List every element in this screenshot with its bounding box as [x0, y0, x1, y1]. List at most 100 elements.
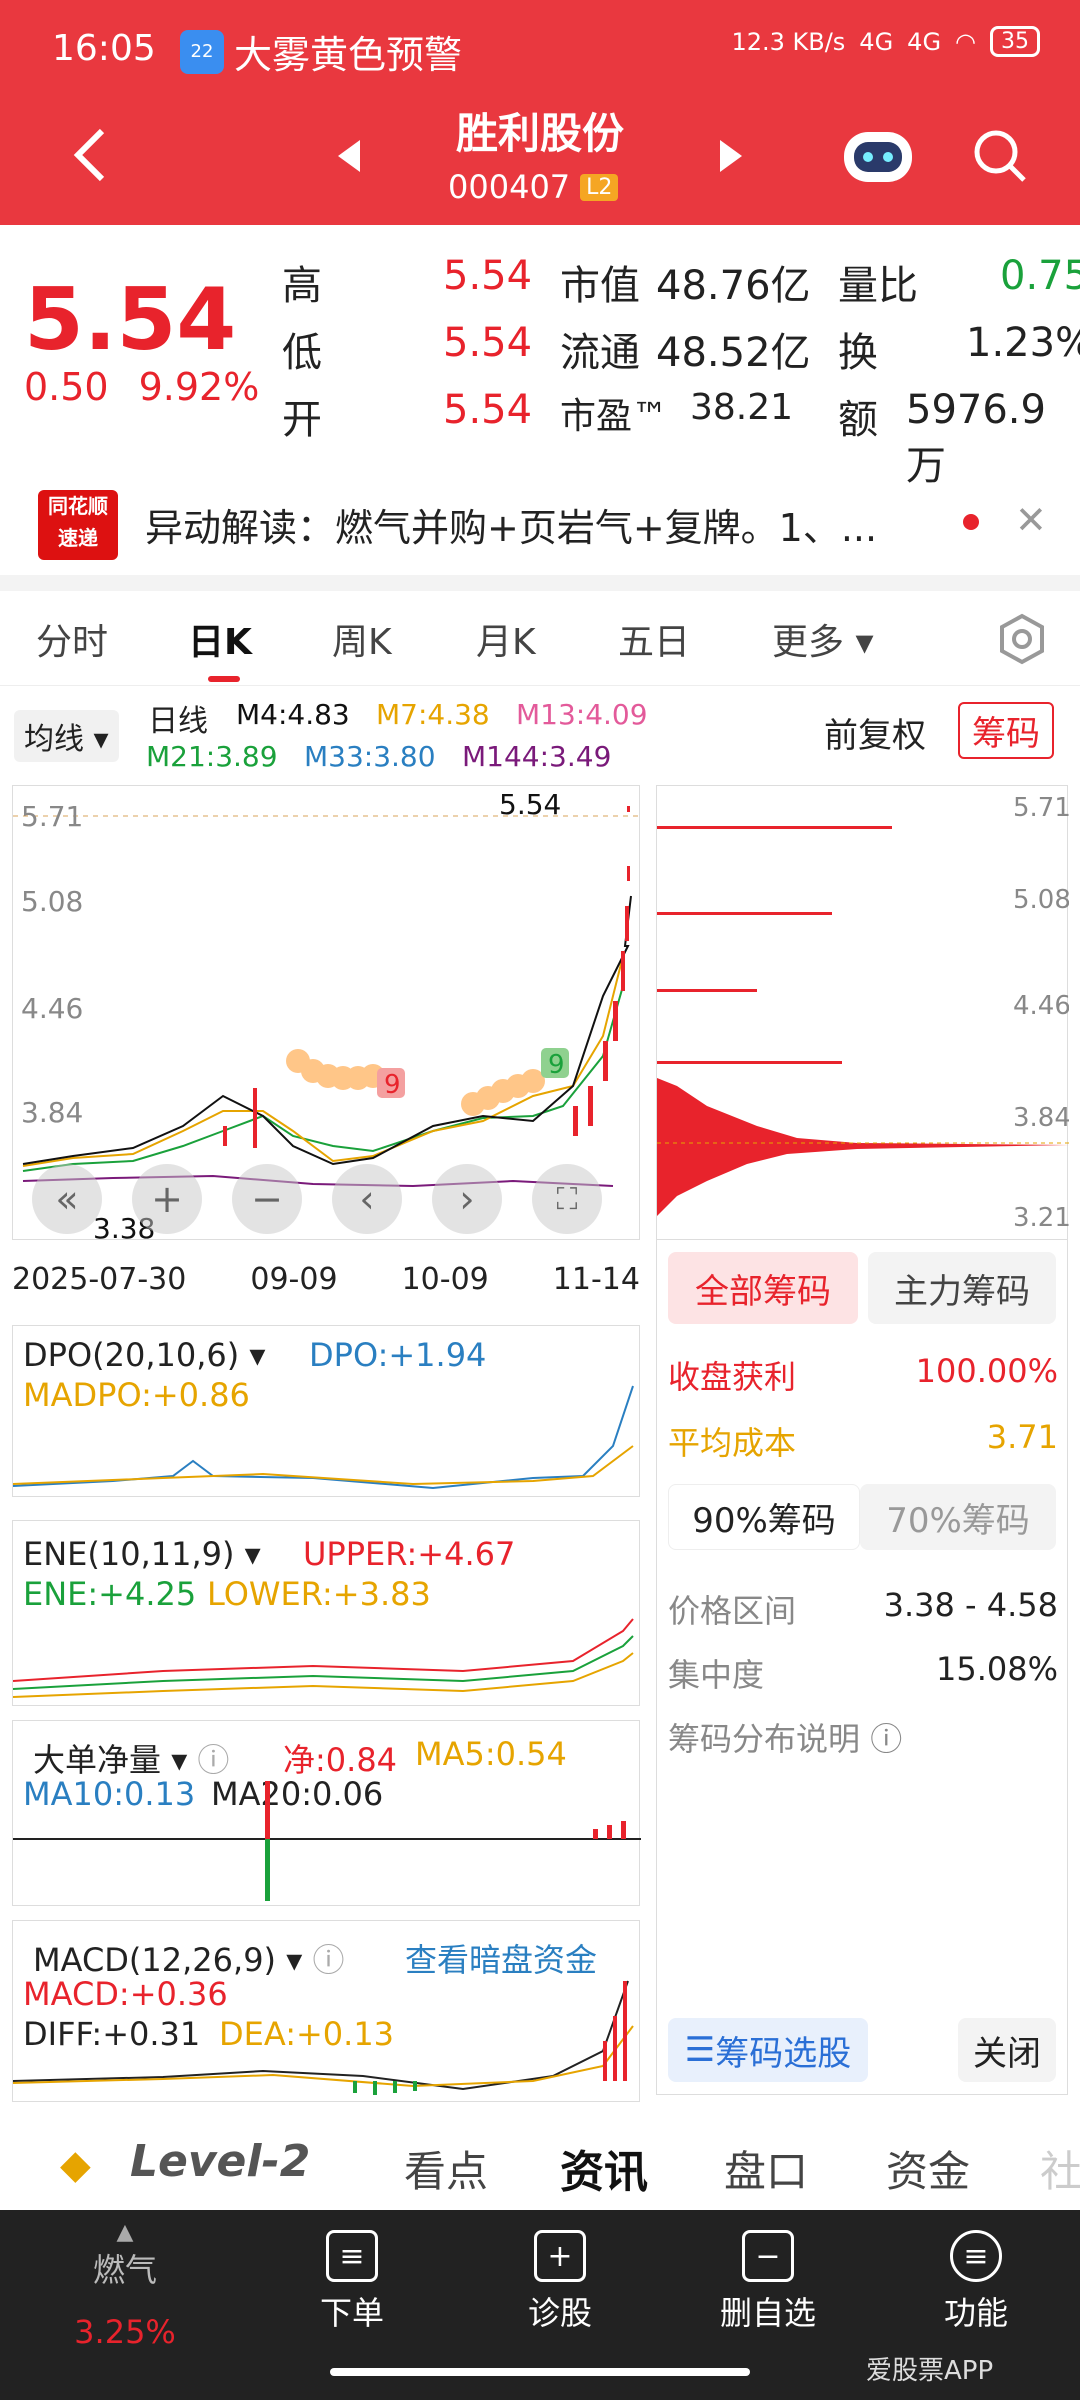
tab-monthly[interactable]: 月K [476, 622, 536, 663]
dpo-select[interactable]: DPO(20,10,6) ▾ [23, 1336, 266, 1374]
range-value: 3.38 - 4.58 [883, 1586, 1058, 1624]
tab-community[interactable]: 社 [1040, 2147, 1080, 2196]
kline-chart[interactable]: 5.71 5.08 4.46 3.84 5.54 3.38 9 9 « + − … [12, 785, 641, 1245]
ma-select[interactable]: 均线 ▾ [14, 710, 119, 762]
robot-icon[interactable] [838, 124, 918, 188]
float-value: 48.52亿 [656, 330, 811, 376]
tab-level2[interactable]: Level-2 [130, 2136, 311, 2187]
bigorder-select[interactable]: 大单净量 ▾ ⓘ [33, 1741, 230, 1779]
weather-alert-text: 大雾黄色预警 [234, 33, 463, 77]
diagnose-button[interactable]: + 诊股 [480, 2230, 640, 2334]
ma144: M144:3.49 [462, 740, 612, 773]
madpo-value: MADPO:+0.86 [23, 1376, 250, 1414]
chip-panel-border [656, 1240, 1068, 2095]
signal-icon-2: 4G [907, 27, 942, 56]
stock-name: 胜利股份 [455, 109, 624, 158]
macd-select[interactable]: MACD(12,26,9) ▾ ⓘ [33, 1941, 345, 1979]
tab-funds[interactable]: 资金 [886, 2147, 971, 2196]
tab-more-label: 更多 [772, 622, 845, 663]
tab-timeshare[interactable]: 分时 [36, 622, 109, 663]
mktcap-label: 市值 [560, 263, 640, 309]
chip-pick-label: 筹码选股 [715, 2033, 852, 2074]
avgcost-label: 平均成本 [668, 1424, 797, 1462]
level2-badge: L2 [580, 173, 619, 201]
tab-indicator [208, 676, 240, 682]
pan-left-icon[interactable]: ‹ [332, 1164, 402, 1234]
prev-stock-icon[interactable] [338, 140, 360, 172]
zoom-out-icon[interactable]: − [232, 1164, 302, 1234]
chip-button[interactable]: 筹码 [958, 702, 1054, 759]
tab-fiveday[interactable]: 五日 [618, 622, 691, 663]
macd-title: MACD(12,26,9) [33, 1941, 277, 1979]
close-button[interactable]: 关闭 [958, 2018, 1056, 2082]
p70-tab[interactable]: 70%筹码 [860, 1484, 1056, 1550]
sector-button[interactable]: ▲ 燃气 3.25% [40, 2220, 210, 2351]
function-label: 功能 [943, 2294, 1008, 2332]
search-icon[interactable] [970, 126, 1030, 186]
back-icon[interactable] [70, 125, 110, 185]
chip-help-link[interactable]: 筹码分布说明 ⓘ [668, 1720, 903, 1758]
ene-panel[interactable]: ENE(10,11,9) ▾ UPPER:+4.67 ENE:+4.25 LOW… [12, 1520, 640, 1706]
open-value: 5.54 [443, 387, 533, 433]
high-label: 高 [282, 263, 322, 309]
dpo-panel[interactable]: DPO(20,10,6) ▾ DPO:+1.94 MADPO:+0.86 [12, 1325, 640, 1497]
change-amount: 0.50 [24, 365, 109, 409]
status-time: 16:05 [52, 28, 156, 69]
tab-news[interactable]: 资讯 [560, 2147, 648, 2198]
macd-panel[interactable]: MACD(12,26,9) ▾ ⓘ 查看暗盘资金 MACD:+0.36 DIFF… [12, 1920, 640, 2102]
weather-alert[interactable]: 22 大雾黄色预警 [180, 24, 462, 79]
bigorder-bars [593, 1821, 626, 1839]
settings-icon[interactable] [996, 613, 1048, 665]
ene-select[interactable]: ENE(10,11,9) ▾ [23, 1535, 261, 1573]
function-button[interactable]: ≡ 功能 [896, 2230, 1056, 2334]
darkpool-link[interactable]: 查看暗盘资金 [405, 1941, 598, 1979]
news-headline[interactable]: 异动解读：燃气并购+页岩气+复牌。1、... [145, 506, 878, 550]
all-chips-tab[interactable]: 全部筹码 [668, 1252, 858, 1324]
y-tick-2: 5.08 [21, 885, 83, 918]
conc-value: 15.08% [935, 1650, 1058, 1688]
ma-legend: 均线 ▾ 日线 M4:4.83 M7:4.38 M13:4.09 M21:3.8… [0, 690, 1080, 780]
tab-highlights[interactable]: 看点 [404, 2147, 489, 2196]
x-axis: 2025-07-30 09-09 10-09 11-14 [12, 1262, 640, 1297]
bigorder-panel[interactable]: 大单净量 ▾ ⓘ 净:0.84 MA5:0.54 MA10:0.13 MA20:… [12, 1720, 641, 1906]
ma4-line [22, 895, 632, 1166]
order-icon: ≡ [326, 2230, 378, 2282]
dpo-title: DPO(20,10,6) [23, 1336, 240, 1374]
ma33: M33:3.80 [304, 740, 436, 773]
tab-orderbook[interactable]: 盘口 [724, 2147, 809, 2196]
battery-icon: 35 [990, 26, 1040, 57]
turnover-label: 换 [838, 330, 878, 376]
tab-weekly[interactable]: 周K [332, 622, 392, 663]
status-icons: 12.3 KB/s 4G 4G ◠ 35 [731, 26, 1040, 57]
lower-value: LOWER:+3.83 [207, 1575, 431, 1613]
turnover-value: 1.23% [966, 320, 1080, 366]
watermark: 爱股票APP [866, 2356, 994, 2386]
p90-tab[interactable]: 90%筹码 [668, 1484, 860, 1550]
profit-label: 收盘获利 [668, 1358, 797, 1396]
macd-bars-neg [353, 2081, 417, 2095]
close-news-icon[interactable]: ✕ [1015, 498, 1047, 542]
remove-watchlist-button[interactable]: − 删自选 [688, 2230, 848, 2334]
x-tick-2: 09-09 [250, 1262, 338, 1297]
logo-line1: 同花顺 [48, 494, 108, 518]
sector-change: 3.25% [74, 2313, 176, 2351]
pan-right-icon[interactable]: › [432, 1164, 502, 1234]
fullscreen-icon[interactable]: ⛶ [532, 1164, 602, 1234]
chip-pick-button[interactable]: ☰ 筹码选股 [668, 2018, 868, 2082]
amount-label: 额 [838, 397, 878, 443]
bigorder-svg [13, 1781, 641, 1901]
next-stock-icon[interactable] [720, 140, 742, 172]
tab-more[interactable]: 更多 ▾ [772, 622, 874, 663]
y-tick-4: 3.84 [21, 1096, 83, 1129]
tab-daily[interactable]: 日K [188, 622, 252, 663]
diagnose-label: 诊股 [527, 2294, 592, 2332]
adjust-toggle[interactable]: 前复权 [824, 716, 926, 756]
main-chips-tab[interactable]: 主力筹码 [868, 1252, 1056, 1324]
zoom-in-icon[interactable]: + [132, 1164, 202, 1234]
chip-help-text: 筹码分布说明 [668, 1720, 861, 1758]
home-indicator[interactable] [330, 2368, 750, 2376]
order-button[interactable]: ≡ 下单 [272, 2230, 432, 2334]
low-value: 5.54 [443, 320, 533, 366]
fast-back-icon[interactable]: « [32, 1164, 102, 1234]
td-badge-1-text: 9 [384, 1070, 401, 1100]
